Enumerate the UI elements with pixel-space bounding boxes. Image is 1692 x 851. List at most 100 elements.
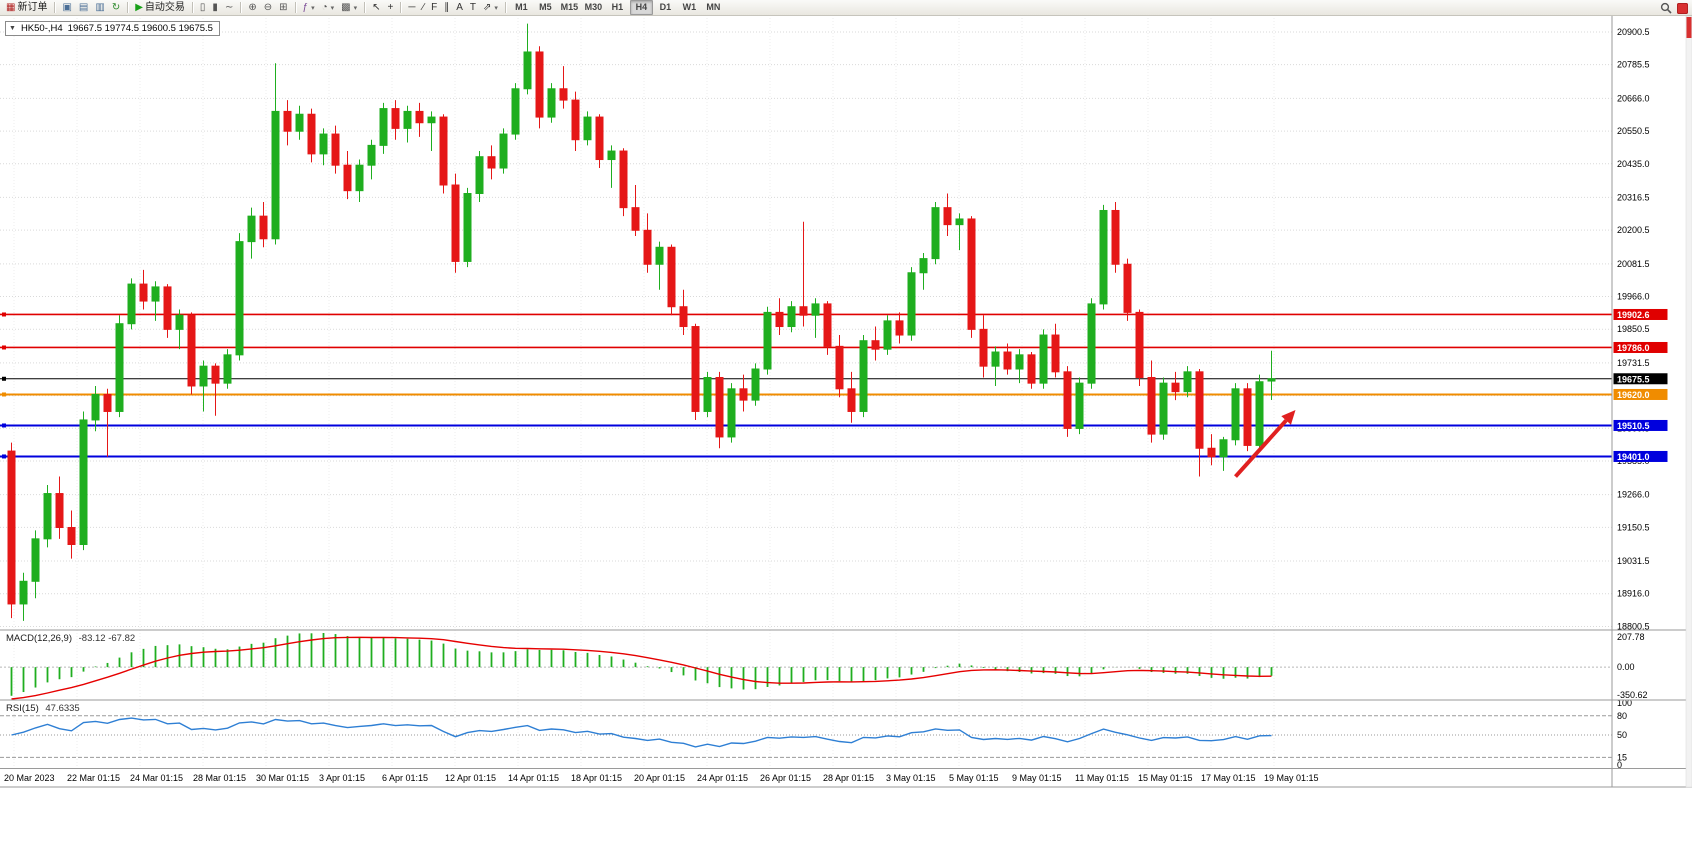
date-axis-label: 6 Apr 01:15 [382, 773, 428, 783]
timeframe-m15[interactable]: M15 [560, 2, 579, 12]
price-axis-label: 19266.0 [1617, 490, 1650, 500]
rsi-value: 47.6335 [45, 703, 80, 714]
profiles-button[interactable]: ▤ [76, 0, 91, 16]
ohlc-values: 19667.5 19774.5 19600.5 19675.5 [67, 23, 213, 34]
candle [91, 393, 100, 421]
toolbar-separator [54, 2, 56, 13]
candle [67, 527, 76, 545]
trendline-button[interactable]: ∕ [419, 0, 427, 16]
candle [703, 376, 712, 412]
templates-button[interactable]: ▩ ▾ [338, 0, 360, 16]
candles [7, 23, 1276, 621]
date-axis-label: 28 Mar 01:15 [193, 773, 246, 783]
zoom-in-button[interactable]: ⊕ [245, 0, 259, 16]
cursor-button[interactable]: ↖ [369, 0, 383, 16]
main-toolbar: ▦ 新订单 ▣ ▤ ▥ ↻ ▶ 自动交易 ▯ ▮ ∼ ⊕ ⊖ ⊞ ƒ ▾ ◔ ▾ ▩ ▾ ↖ + ─ ∕ F ∥ A T ⇗ ▾ M1 M5 M… [0, 0, 1692, 16]
charts-button[interactable]: ▣ [59, 0, 74, 16]
candle [307, 113, 316, 155]
timeframe-h1[interactable]: H1 [611, 2, 624, 12]
candle [571, 99, 580, 141]
candle [31, 538, 40, 582]
price-axis-label: 20550.5 [1617, 126, 1650, 136]
current-price-price-text: 19675.5 [1617, 374, 1650, 384]
channel-button[interactable]: ∥ [441, 0, 452, 16]
autotrading-button[interactable]: ▶ 自动交易 [132, 0, 188, 16]
tile-windows-icon: ⊞ [279, 1, 288, 13]
current-price-handle[interactable] [2, 376, 6, 381]
macd-name: MACD(12,26,9) [6, 633, 72, 644]
arrow-annotation[interactable] [1234, 410, 1296, 478]
level-price-boxes: 19902.6 19786.0 19675.5 19620.0 19510.5 19401… [1613, 308, 1668, 462]
chart-title-box[interactable]: ▼ HK50-,H4 19667.5 19774.5 19600.5 19675… [5, 21, 220, 36]
right-scrollbar[interactable] [1685, 15, 1692, 788]
support-handle[interactable] [2, 454, 6, 459]
support-price-text: 19510.5 [1617, 421, 1650, 431]
scroll-marker[interactable] [1686, 17, 1692, 38]
candle [1087, 303, 1096, 384]
date-axis-label: 20 Apr 01:15 [634, 773, 685, 783]
crosshair-button[interactable]: + [385, 0, 397, 16]
trendline-icon: ∕ [422, 1, 425, 13]
candlestick-chart-button[interactable]: ▮ [209, 0, 221, 16]
rsi-line [11, 717, 1272, 748]
macd-axis-label: 0.00 [1617, 662, 1635, 672]
label-button[interactable]: T [467, 0, 479, 16]
arrows-button[interactable]: ⇗ ▾ [480, 0, 501, 16]
timeframe-m30[interactable]: M30 [584, 2, 603, 12]
timeframe-w1[interactable]: W1 [682, 2, 697, 12]
timeframe-d1[interactable]: D1 [659, 2, 672, 12]
candle [715, 376, 724, 438]
notification-icon[interactable] [1677, 2, 1688, 14]
resistance-handle[interactable] [2, 312, 6, 317]
support-handle[interactable] [2, 392, 6, 397]
crosshair-icon: + [387, 1, 394, 13]
timeframe-mn[interactable]: MN [706, 2, 721, 12]
channel-icon: ∥ [444, 1, 450, 13]
resistance-price-text: 19786.0 [1617, 343, 1650, 353]
line-chart-button[interactable]: ∼ [222, 0, 236, 16]
zoom-out-button[interactable]: ⊖ [261, 0, 275, 16]
candle [1051, 334, 1060, 373]
candle [43, 493, 52, 540]
bars-chart-button[interactable]: ▯ [197, 0, 209, 16]
candle [859, 340, 868, 412]
date-axis: 20 Mar 2023 22 Mar 01:15 24 Mar 01:15 28 Ma… [4, 773, 1319, 783]
collapse-icon[interactable]: ▼ [9, 25, 16, 32]
price-axis-label: 19731.5 [1617, 358, 1650, 368]
candle [259, 215, 268, 240]
resistance-handle[interactable] [2, 345, 6, 350]
price-axis-label: 18800.5 [1617, 621, 1650, 631]
timeframe-m5[interactable]: M5 [539, 2, 552, 12]
candle [547, 88, 556, 118]
tile-windows-button[interactable]: ⊞ [276, 0, 290, 16]
fibonacci-button[interactable]: F [428, 0, 440, 16]
candle [535, 51, 544, 118]
candle [1219, 439, 1228, 458]
text-button[interactable]: A [453, 0, 466, 16]
candle [811, 303, 820, 316]
support-handle[interactable] [2, 423, 6, 428]
timeframe-m1[interactable]: M1 [515, 2, 528, 12]
candle [943, 207, 952, 226]
candle [115, 323, 124, 412]
indicators-button[interactable]: ƒ ▾ [300, 0, 318, 16]
new-order-button[interactable]: ▦ 新订单 [3, 0, 50, 16]
periods-button[interactable]: ◔ ▾ [319, 0, 338, 16]
market-watch-button[interactable]: ▥ [92, 0, 107, 16]
candle [1147, 376, 1156, 435]
date-axis-label: 5 May 01:15 [949, 773, 999, 783]
hline-button[interactable]: ─ [405, 0, 418, 16]
candle [271, 110, 280, 240]
candle [199, 365, 208, 387]
search-icon[interactable] [1660, 2, 1672, 14]
support-price-box [1613, 419, 1668, 431]
market-watch-icon: ▥ [95, 1, 105, 13]
candlestick-chart-icon: ▮ [212, 1, 218, 13]
rsi-name: RSI(15) [6, 703, 39, 714]
label-icon: T [469, 1, 476, 13]
toolbar-separator [294, 2, 296, 13]
candle [619, 150, 628, 209]
refresh-button[interactable]: ↻ [109, 0, 123, 16]
timeframe-h4[interactable]: H4 [629, 0, 653, 15]
